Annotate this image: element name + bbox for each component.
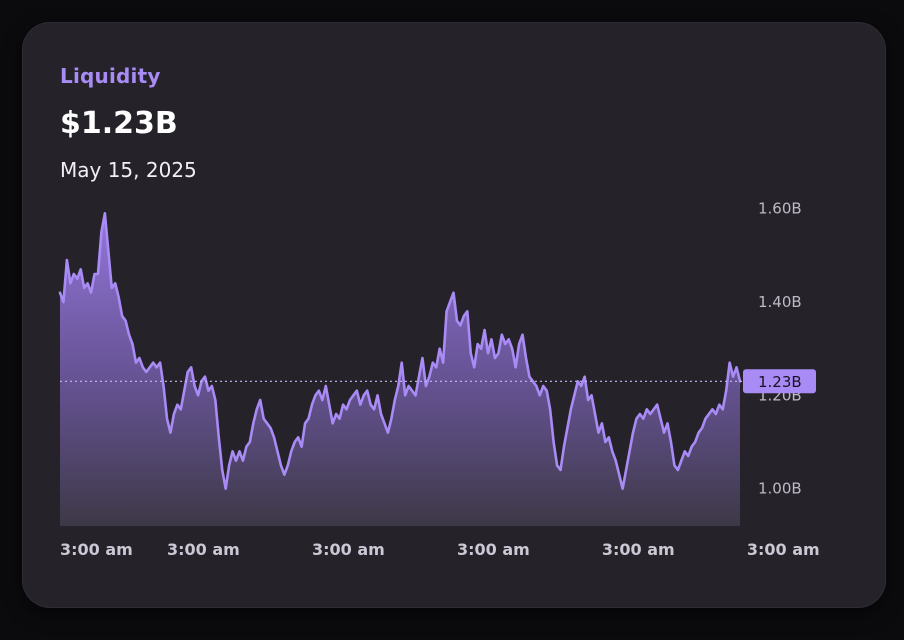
current-value-badge: 1.23B bbox=[743, 369, 816, 394]
x-tick-label: 3:00 am bbox=[602, 540, 675, 559]
liquidity-area bbox=[60, 213, 740, 526]
x-tick-label: 3:00 am bbox=[747, 540, 820, 559]
current-date: May 15, 2025 bbox=[60, 158, 197, 182]
x-tick-label: 3:00 am bbox=[167, 540, 240, 559]
y-tick-label: 1.00B bbox=[758, 480, 802, 498]
y-tick-label: 1.60B bbox=[758, 200, 802, 218]
liquidity-line bbox=[58, 212, 742, 490]
card-title: Liquidity bbox=[60, 64, 161, 88]
current-value: $1.23B bbox=[60, 106, 178, 141]
y-tick-label: 1.40B bbox=[758, 293, 802, 311]
x-tick-label: 3:00 am bbox=[60, 540, 133, 559]
current-value-badge-bg bbox=[743, 369, 816, 394]
x-tick-label: 3:00 am bbox=[312, 540, 385, 559]
x-axis: 3:00 am 3:00 am 3:00 am 3:00 am 3:00 am 3:00 … bbox=[60, 540, 820, 559]
x-tick-label: 3:00 am bbox=[457, 540, 530, 559]
current-value-badge-label: 1.23B bbox=[758, 373, 802, 391]
